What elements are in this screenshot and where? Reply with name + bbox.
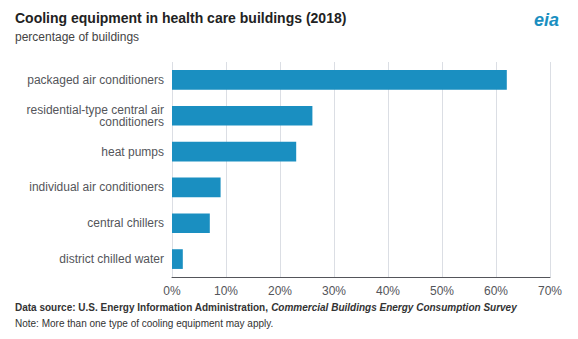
- svg-text:district chilled water: district chilled water: [59, 252, 164, 266]
- svg-text:eia: eia: [534, 10, 559, 30]
- svg-text:40%: 40%: [376, 284, 400, 298]
- svg-text:Note: More than one type of co: Note: More than one type of cooling equi…: [15, 318, 273, 329]
- svg-text:Data source: U.S. Energy Infor: Data source: U.S. Energy Information Adm…: [15, 302, 271, 313]
- svg-text:20%: 20%: [268, 284, 292, 298]
- svg-text:60%: 60%: [484, 284, 508, 298]
- svg-text:Cooling equipment in health ca: Cooling equipment in health care buildin…: [15, 10, 346, 26]
- svg-text:residential-type central air: residential-type central air: [26, 102, 164, 117]
- svg-text:packaged air conditioners: packaged air conditioners: [27, 73, 164, 87]
- svg-text:70%: 70%: [538, 284, 562, 298]
- svg-text:conditioners: conditioners: [99, 115, 164, 129]
- svg-text:percentage of buildings: percentage of buildings: [15, 30, 139, 44]
- svg-text:individual air conditioners: individual air conditioners: [29, 180, 164, 194]
- svg-text:central chillers: central chillers: [87, 216, 164, 230]
- svg-text:heat pumps: heat pumps: [101, 145, 164, 159]
- svg-text:30%: 30%: [322, 284, 346, 298]
- svg-text:50%: 50%: [430, 284, 454, 298]
- svg-text:Commercial Buildings Energy Co: Commercial Buildings Energy Consumption …: [271, 302, 517, 313]
- svg-text:0%: 0%: [163, 284, 181, 298]
- svg-text:10%: 10%: [214, 284, 238, 298]
